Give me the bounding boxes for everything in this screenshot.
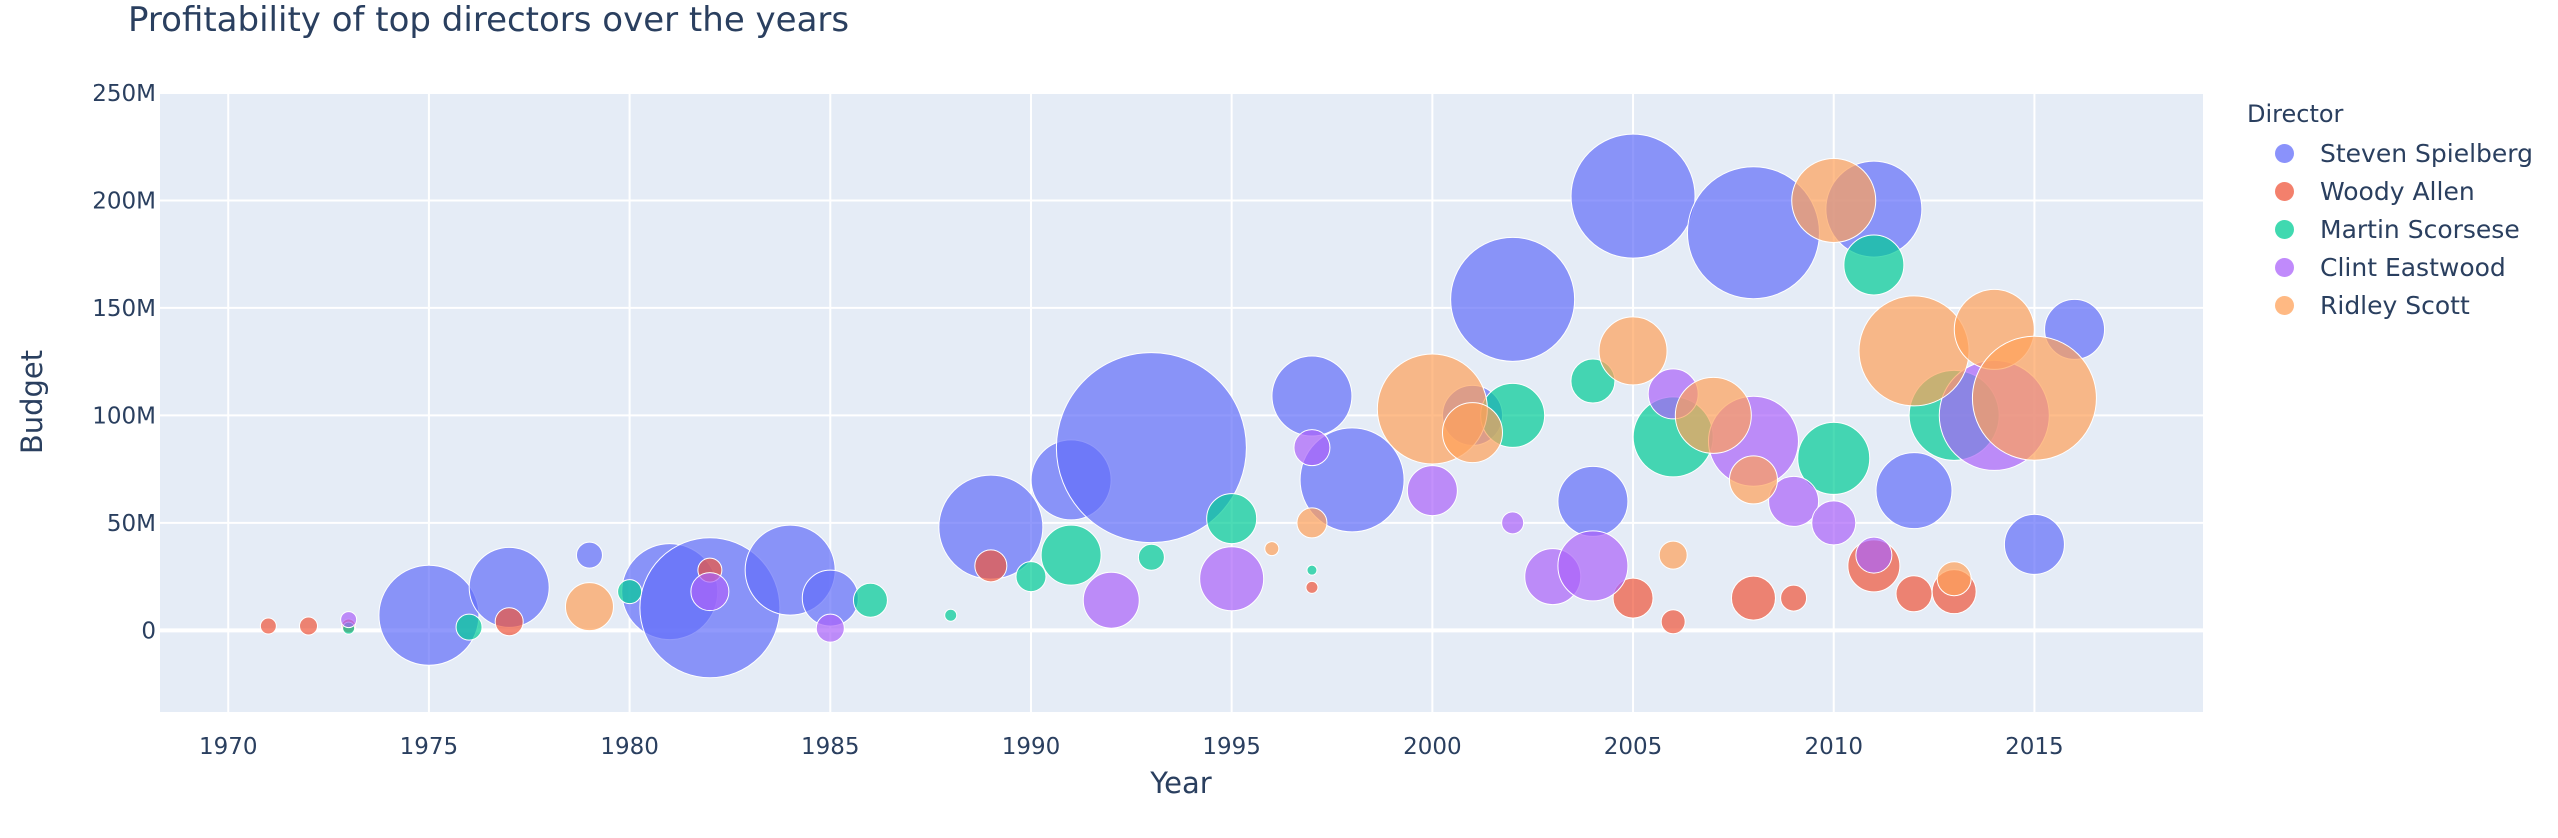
legend-item-ridley-scott[interactable]: Ridley Scott: [2247, 286, 2533, 324]
y-tick-label: 50M: [107, 511, 156, 537]
bubble-point[interactable]: [1296, 507, 1328, 539]
bubble-point[interactable]: [1855, 536, 1893, 574]
bubble-point[interactable]: [564, 582, 614, 632]
bubble-point[interactable]: [1936, 561, 1972, 597]
bubble-point[interactable]: [259, 617, 277, 635]
bubble-point[interactable]: [1015, 561, 1047, 593]
bubble-point[interactable]: [2003, 513, 2065, 575]
bubble-point[interactable]: [617, 579, 643, 605]
series-steven-spielberg: [378, 133, 2106, 679]
legend-item-martin-scorsese[interactable]: Martin Scorsese: [2247, 210, 2533, 248]
bubble-point[interactable]: [944, 608, 958, 622]
bubble-point[interactable]: [1264, 541, 1280, 557]
bubble-point[interactable]: [1271, 355, 1353, 437]
bubble-point[interactable]: [690, 572, 730, 612]
bubble-point[interactable]: [494, 607, 524, 637]
y-tick-label: 250M: [92, 81, 156, 107]
bubble-point[interactable]: [1658, 540, 1688, 570]
bubble-point[interactable]: [1137, 543, 1165, 571]
x-tick-label: 1990: [1002, 734, 1061, 760]
bubble-point[interactable]: [1570, 133, 1696, 259]
bubble-point[interactable]: [974, 549, 1008, 583]
legend-title: Director: [2247, 100, 2344, 128]
bubble-point[interactable]: [1768, 475, 1820, 527]
x-tick-label: 1975: [400, 734, 459, 760]
bubble-point[interactable]: [815, 613, 845, 643]
chart-title: Profitability of top directors over the …: [128, 0, 850, 40]
bubble-point[interactable]: [1858, 295, 1970, 407]
legend-swatch-icon: [2275, 181, 2294, 201]
legend-label: Steven Spielberg: [2320, 138, 2533, 168]
legend-item-clint-eastwood[interactable]: Clint Eastwood: [2247, 248, 2533, 286]
x-tick-label: 2010: [1804, 734, 1863, 760]
bubble-point[interactable]: [1557, 530, 1629, 602]
legend-swatch-icon: [2275, 295, 2294, 315]
x-tick-label: 1995: [1202, 734, 1261, 760]
y-tick-label: 100M: [92, 403, 156, 429]
bubble-point[interactable]: [1780, 584, 1808, 612]
bubble-point[interactable]: [1293, 429, 1331, 467]
y-tick-label: 200M: [92, 188, 156, 214]
bubble-point[interactable]: [1206, 493, 1258, 545]
bubble-point[interactable]: [1811, 500, 1857, 546]
bubble-point[interactable]: [378, 564, 480, 666]
bubble-point[interactable]: [1971, 335, 2097, 461]
bubble-point[interactable]: [1843, 234, 1905, 296]
bubble-point[interactable]: [1570, 358, 1616, 404]
bubble-point[interactable]: [455, 613, 483, 641]
bubble-point[interactable]: [1040, 524, 1102, 586]
legend-label: Clint Eastwood: [2320, 252, 2506, 282]
legend-swatch-icon: [2275, 143, 2294, 163]
bubble-point[interactable]: [1660, 609, 1686, 635]
bubble-point[interactable]: [1450, 236, 1576, 362]
bubble-point[interactable]: [1875, 452, 1953, 530]
bubble-point[interactable]: [1612, 577, 1654, 619]
bubble-point[interactable]: [1797, 421, 1871, 495]
x-tick-label: 2005: [1604, 734, 1663, 760]
legend-item-woody-allen[interactable]: Woody Allen: [2247, 172, 2533, 210]
tick-labels: 1970 1975 1980 1985 1990 1995 2000 2005 2010 2015…: [92, 81, 2063, 760]
bubble-point[interactable]: [852, 582, 888, 618]
bubble-point[interactable]: [1055, 352, 1247, 544]
bubble-point[interactable]: [1728, 455, 1778, 505]
x-axis-label: Year: [1149, 766, 1211, 800]
bubble-point[interactable]: [1305, 580, 1319, 594]
legend-items: Steven Spielberg Woody Allen Martin Scorse…: [2247, 134, 2533, 324]
y-axis-label: Budget: [15, 350, 49, 454]
bubble-point[interactable]: [340, 611, 358, 629]
legend-swatch-icon: [2275, 257, 2294, 277]
bubble-point[interactable]: [1674, 376, 1752, 454]
bubble-point[interactable]: [1895, 575, 1933, 613]
legend-item-steven-spielberg[interactable]: Steven Spielberg: [2247, 134, 2533, 172]
x-tick-label: 1970: [199, 734, 258, 760]
legend: Director Steven Spielberg Woody Allen Mart…: [2247, 100, 2533, 324]
x-tick-label: 1985: [801, 734, 860, 760]
legend-label: Woody Allen: [2320, 176, 2475, 206]
series-ridley-scott: [564, 157, 2097, 632]
bubble-point[interactable]: [1082, 571, 1140, 629]
bubble-point[interactable]: [1598, 316, 1668, 386]
y-tick-label: 150M: [92, 296, 156, 322]
bubble-point[interactable]: [1557, 465, 1629, 537]
legend-label: Martin Scorsese: [2320, 214, 2520, 244]
legend-label: Ridley Scott: [2320, 290, 2470, 320]
bubble-point[interactable]: [1441, 402, 1503, 464]
scatter-points: [259, 133, 2106, 679]
bubble-point[interactable]: [1306, 564, 1318, 576]
bubble-point[interactable]: [1406, 465, 1458, 517]
x-tick-label: 2015: [2005, 734, 2064, 760]
bubble-point[interactable]: [1501, 511, 1525, 535]
bubble-point[interactable]: [1730, 575, 1776, 621]
x-tick-label: 2000: [1403, 734, 1462, 760]
legend-swatch-icon: [2275, 219, 2294, 239]
bubble-point[interactable]: [1791, 157, 1877, 243]
bubble-point[interactable]: [1199, 546, 1265, 612]
bubble-point[interactable]: [299, 616, 319, 636]
y-tick-label: 0: [141, 618, 156, 644]
x-tick-label: 1980: [600, 734, 659, 760]
bubble-point[interactable]: [575, 541, 603, 569]
